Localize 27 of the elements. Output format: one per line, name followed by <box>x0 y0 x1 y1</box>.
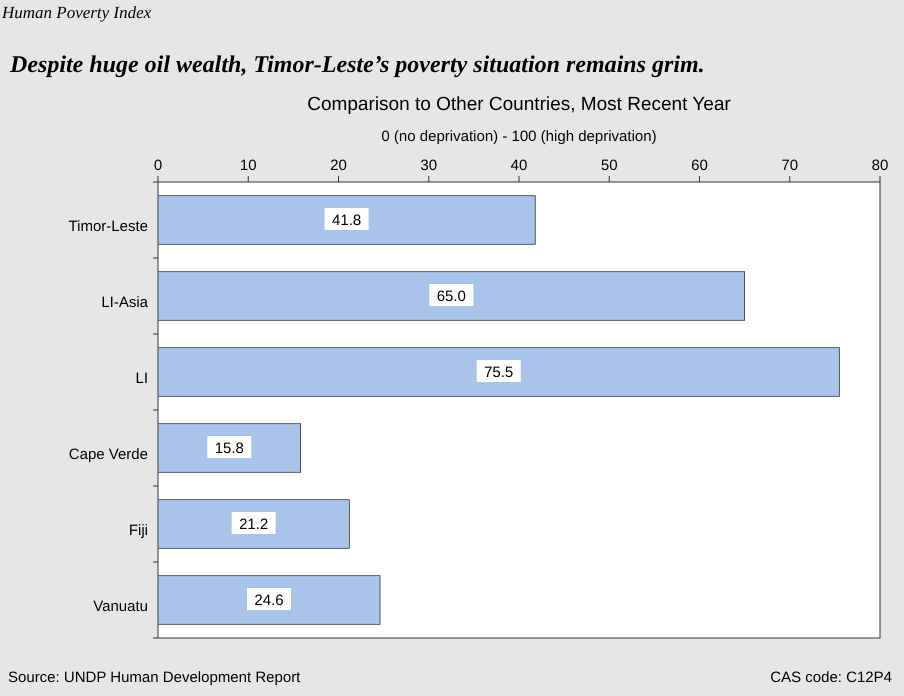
data-label: 41.8 <box>332 212 362 229</box>
data-label: 15.8 <box>214 440 244 457</box>
text: CAS code: C12P4 <box>770 669 892 686</box>
chart-subtitle: Comparison to Other Countries, Most Recent Year <box>307 94 732 115</box>
chart-title: Despite huge oil wealth, Timor-Leste’s poverty situation remains grim. <box>9 52 705 78</box>
x-tick-label: 10 <box>240 157 257 174</box>
text: Human Poverty Index <box>1 2 152 22</box>
y-tick-label: Cape Verde <box>68 446 148 463</box>
source-note: Source: UNDP Human Development Report <box>8 669 302 686</box>
y-tick-label: Timor-Leste <box>68 218 148 235</box>
x-tick-label: 70 <box>781 157 798 174</box>
x-axis-title: 0 (no deprivation) - 100 (high deprivation) <box>381 128 657 145</box>
y-tick-label: Fiji <box>128 522 148 539</box>
data-label: 24.6 <box>254 592 284 609</box>
data-label: 21.2 <box>239 516 268 533</box>
data-label: 75.5 <box>484 364 514 381</box>
y-tick-label: LI <box>135 370 148 387</box>
x-tick-label: 20 <box>330 157 347 174</box>
x-tick-label: 0 <box>154 157 162 174</box>
y-tick-label: LI-Asia <box>101 294 149 311</box>
x-tick-label: 50 <box>600 157 618 174</box>
x-tick-label: 40 <box>510 157 528 174</box>
y-tick-label: Vanuatu <box>93 598 148 615</box>
x-tick-label: 80 <box>872 157 888 174</box>
x-tick-label: 60 <box>691 157 708 174</box>
data-label: 65.0 <box>436 288 466 305</box>
x-tick-label: 30 <box>420 157 438 174</box>
